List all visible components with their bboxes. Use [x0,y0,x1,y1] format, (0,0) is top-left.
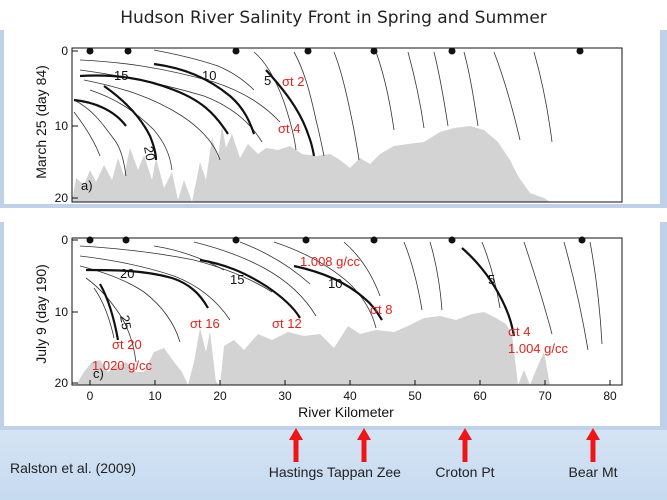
panel-c-annotation-1004: 1.004 g/cc [508,341,568,356]
arrow-up-icon [357,428,371,462]
panel-a-plot: 15 10 5 20 0 10 20 March 25 (da [33,44,623,205]
panel-c-xtick-10: 10 [148,389,162,403]
panel-c-xtick-60: 60 [473,389,487,403]
location-label-hastings: Hastings [268,464,324,480]
panel-a-annotation-sigma4: σt 4 [278,121,300,136]
panel-c-xtick-0: 0 [87,389,94,403]
panel-c-isohaline-15 [199,258,301,319]
panel-a-tag: a) [81,178,93,193]
panel-c-plot: 20 15 10 5 25 0 [33,233,623,420]
panel-c-annotation-1008: 1.008 g/cc [300,254,360,269]
panel-c-xlabel: River Kilometer [298,404,394,420]
panel-a-bathymetry [72,126,550,202]
panel-c-xtick-50: 50 [408,389,422,403]
citation: Ralston et al. (2009) [10,460,137,476]
location-label-croton-pt: Croton Pt [435,464,495,480]
panel-c-isohaline-5 [461,247,516,337]
panel-c-ylabel: July 9 (day 190) [33,264,49,364]
panel-c-xtick-20: 20 [213,389,227,403]
panel-a-contour-label-15: 15 [114,68,128,83]
figure-title: Hudson River Salinity Front in Spring an… [120,8,547,28]
panel-a-isohaline-15 [79,74,229,135]
panel-c-frame: 20 15 10 5 25 0 [0,222,667,430]
panel-c-contour-label-10: 10 [328,276,342,291]
panel-c-xtick-80: 80 [603,389,617,403]
panel-c-xtick-40: 40 [343,389,357,403]
panel-c-contour-label-25: 25 [117,314,134,331]
location-label-tappan-zee: Tappan Zee [327,464,401,480]
panel-c-xtick-30: 30 [278,389,292,403]
location-croton-pt: Croton Pt [420,428,510,480]
arrow-up-icon [289,428,303,462]
panel-a-ytick-10: 10 [55,119,69,133]
panel-c-annotation-sigma20: σt 20 [112,337,142,352]
panel-a-ylabel: March 25 (day 84) [33,65,49,179]
panel-c-ytick-0: 0 [61,233,68,247]
panel-c-tag: c) [93,366,104,381]
panel-a-isohaline-10 [153,62,256,135]
panel-a-contour-label-20: 20 [141,145,158,162]
panel-a-isohaline-5 [265,69,316,157]
panel-a-ytick-20: 20 [55,191,69,204]
panel-c-isohaline-10 [293,264,383,321]
panel-c-isohaline-20 [85,268,209,309]
panel-c-annotation-sigma16: σt 16 [190,316,220,331]
panel-a-ytick-0: 0 [61,44,68,58]
panel-c-annotation-sigma8: σt 8 [370,302,392,317]
panel-c-contour-label-5: 5 [488,272,495,287]
panel-c-bathymetry [76,312,550,385]
panel-a-annotation-sigma2: σt 2 [282,74,304,89]
panel-c-contour-label-20: 20 [120,266,134,281]
arrow-up-icon [458,428,472,462]
panel-a-isohaline-20 [103,85,158,161]
location-hastings: Hastings [251,428,341,480]
panel-c-annotation-sigma4: σt 4 [508,324,530,339]
location-bear-mt: Bear Mt [548,428,638,480]
panel-a-isohaline-20b [73,98,127,127]
location-label-bear-mt: Bear Mt [568,464,618,480]
panel-c-contour-label-15: 15 [230,272,244,287]
arrow-up-icon [586,428,600,462]
panel-c-ytick-10: 10 [55,305,69,319]
panel-c-annotation-1020: 1.020 g/cc [92,358,152,373]
panel-a-contour-label-10: 10 [202,68,216,83]
panel-c-xtick-70: 70 [538,389,552,403]
location-tappan-zee: Tappan Zee [319,428,409,480]
panel-a-frame: 15 10 5 20 0 10 20 March 25 (da [0,30,667,208]
panel-a-contour-label-5: 5 [264,73,271,88]
panel-c-annotation-sigma12: σt 12 [272,316,302,331]
panel-c-isohaline-25 [99,283,120,341]
panel-c-ytick-20: 20 [55,376,69,390]
